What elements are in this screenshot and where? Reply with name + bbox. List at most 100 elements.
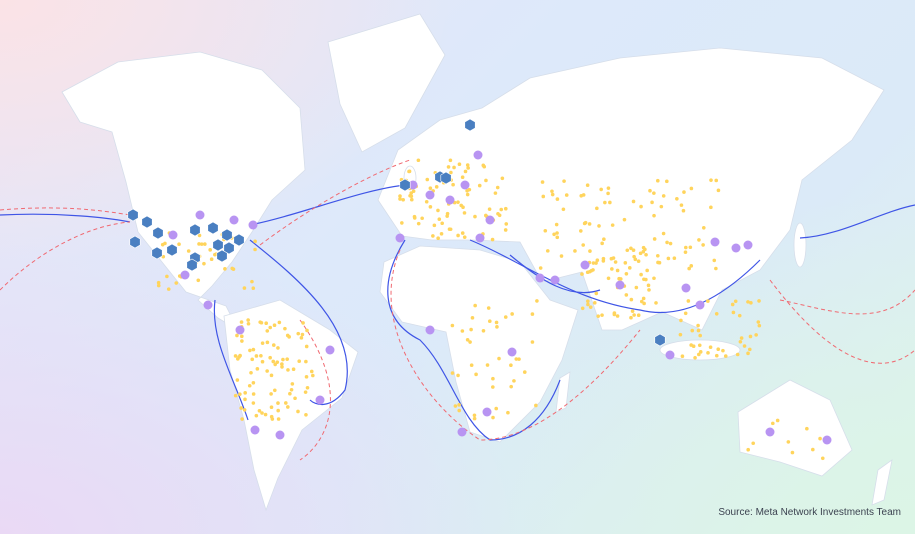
network-site-marker[interactable]: [550, 275, 560, 285]
edge-point-dot: [309, 369, 314, 374]
network-site-marker[interactable]: [710, 237, 720, 247]
network-site-marker[interactable]: [580, 260, 590, 270]
edge-point-dot: [233, 393, 238, 398]
network-site-marker[interactable]: [180, 270, 190, 280]
network-site-marker[interactable]: [275, 430, 285, 440]
data-center-marker[interactable]: [233, 233, 245, 247]
network-site-marker[interactable]: [229, 215, 239, 225]
edge-point-dot: [661, 231, 666, 236]
edge-point-dot: [273, 362, 277, 367]
edge-point-dot: [748, 334, 753, 339]
network-site-marker[interactable]: [615, 280, 625, 290]
data-center-marker[interactable]: [223, 241, 235, 255]
data-center-marker[interactable]: [464, 118, 476, 132]
edge-point-dot: [196, 278, 201, 283]
edge-point-dot: [457, 403, 461, 407]
data-center-marker[interactable]: [399, 178, 411, 192]
network-site-marker[interactable]: [473, 150, 483, 160]
network-site-marker[interactable]: [425, 325, 435, 335]
network-site-marker[interactable]: [315, 395, 325, 405]
network-site-marker[interactable]: [731, 243, 741, 253]
network-site-marker[interactable]: [743, 240, 753, 250]
edge-point-dot: [460, 329, 465, 333]
data-center-marker[interactable]: [152, 226, 164, 240]
edge-point-dot: [613, 260, 618, 264]
data-center-marker[interactable]: [151, 246, 163, 260]
network-site-marker[interactable]: [765, 427, 775, 437]
edge-point-dot: [629, 246, 633, 251]
network-site-marker[interactable]: [168, 230, 178, 240]
edge-point-dot: [648, 188, 652, 193]
planned-cable-pacific-1: [0, 207, 131, 216]
edge-point-dot: [686, 299, 691, 303]
edge-point-dot: [683, 245, 688, 250]
edge-point-dot: [510, 312, 514, 316]
edge-point-dot: [269, 373, 274, 378]
edge-point-dot: [254, 413, 259, 418]
edge-point-dot: [709, 178, 713, 182]
network-site-marker[interactable]: [460, 180, 470, 190]
new-zealand: [871, 459, 893, 506]
edge-point-dot: [688, 245, 693, 250]
edge-point-dot: [254, 354, 259, 358]
edge-point-dot: [240, 339, 244, 343]
network-site-marker[interactable]: [325, 345, 335, 355]
edge-point-dot: [424, 199, 429, 204]
planned-cable-pacific-3: [779, 289, 915, 315]
network-site-marker[interactable]: [475, 233, 485, 243]
edge-point-dot: [631, 248, 636, 253]
data-center-marker[interactable]: [216, 249, 228, 263]
data-center-marker[interactable]: [207, 221, 219, 235]
edge-point-dot: [512, 379, 516, 383]
network-site-marker[interactable]: [485, 215, 495, 225]
edge-point-dot: [625, 248, 630, 253]
network-site-marker[interactable]: [507, 347, 517, 357]
edge-point-dot: [585, 183, 590, 188]
edge-point-dot: [582, 221, 587, 226]
network-site-marker[interactable]: [408, 180, 418, 190]
data-center-marker[interactable]: [141, 215, 153, 229]
edge-point-dot: [698, 350, 703, 354]
data-center-marker[interactable]: [221, 228, 233, 242]
edge-point-dot: [639, 204, 643, 209]
network-site-marker[interactable]: [235, 325, 245, 335]
edge-point-dot: [701, 226, 706, 230]
data-center-marker[interactable]: [189, 223, 201, 237]
edge-point-dot: [276, 401, 280, 405]
data-center-marker[interactable]: [129, 235, 141, 249]
network-site-marker[interactable]: [395, 233, 405, 243]
edge-point-dot: [199, 242, 204, 246]
edge-point-dot: [805, 426, 809, 431]
network-site-marker[interactable]: [695, 300, 705, 310]
edge-point-dot: [666, 256, 671, 261]
edge-point-dot: [714, 353, 719, 358]
edge-point-dot: [253, 239, 257, 244]
data-center-marker[interactable]: [212, 238, 224, 252]
indonesia-islands: [659, 339, 741, 361]
network-site-marker[interactable]: [457, 427, 467, 437]
edge-point-dot: [746, 351, 750, 356]
edge-point-dot: [269, 405, 274, 410]
network-site-marker[interactable]: [482, 407, 492, 417]
network-site-marker[interactable]: [681, 283, 691, 293]
network-site-marker[interactable]: [445, 195, 455, 205]
network-site-marker[interactable]: [665, 350, 675, 360]
data-center-marker[interactable]: [440, 171, 452, 185]
edge-point-dot: [561, 207, 566, 212]
data-center-marker[interactable]: [654, 333, 666, 347]
network-site-marker[interactable]: [535, 273, 545, 283]
edge-point-dot: [264, 321, 269, 325]
network-site-marker[interactable]: [250, 425, 260, 435]
network-site-marker[interactable]: [248, 220, 258, 230]
network-site-marker[interactable]: [425, 190, 435, 200]
map-markers: [127, 118, 832, 461]
data-center-marker[interactable]: [127, 208, 139, 222]
data-center-marker[interactable]: [186, 258, 198, 272]
data-center-marker[interactable]: [166, 243, 178, 257]
network-site-marker[interactable]: [203, 300, 213, 310]
edge-point-dot: [486, 306, 491, 310]
edge-point-dot: [208, 248, 212, 252]
edge-point-dot: [462, 235, 467, 239]
network-site-marker[interactable]: [195, 210, 205, 220]
network-site-marker[interactable]: [822, 435, 832, 445]
